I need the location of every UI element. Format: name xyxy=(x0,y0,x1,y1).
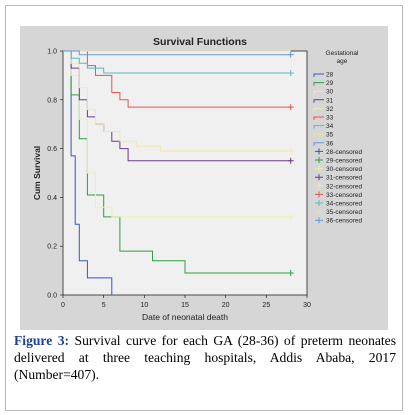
survival-chart: Survival Functions 0 5 10 15 20 25 30 0.0 0.2 0.4… xyxy=(32,36,363,322)
legend-item: 34 xyxy=(313,123,334,130)
legend-item: 33 xyxy=(313,115,334,122)
legend-label: 30 xyxy=(326,89,334,96)
censored-marker-33 xyxy=(287,104,294,111)
survival-curve-29 xyxy=(63,50,291,274)
legend-swatch xyxy=(313,73,324,77)
y-tick-label: 0.8 xyxy=(47,97,57,104)
legend-item: 35 xyxy=(313,132,334,139)
x-tick-label: 5 xyxy=(102,302,106,309)
legend-label: 35 xyxy=(326,132,334,139)
legend-swatch xyxy=(315,191,323,198)
x-tick-label: 10 xyxy=(140,302,148,309)
censored-marker-36 xyxy=(287,51,294,58)
legend-label: 32 xyxy=(326,106,334,113)
x-tick-label: 25 xyxy=(262,302,270,309)
legend-item: 31 xyxy=(313,97,334,104)
y-tick-label: 0.4 xyxy=(47,195,57,202)
legend-swatch xyxy=(315,208,323,215)
legend-item: 29 xyxy=(313,80,334,87)
legend-item: 28 xyxy=(313,72,334,79)
legend-swatch xyxy=(313,116,324,120)
figure-frame: Survival Functions 0 5 10 15 20 25 30 0.0 0.2 0.4… xyxy=(5,5,403,411)
y-tick-label: 1.0 xyxy=(47,49,57,56)
censored-marker-30 xyxy=(287,213,294,220)
legend-label: 31-censored xyxy=(326,175,363,182)
series-layer xyxy=(63,50,294,295)
legend-swatch xyxy=(313,133,324,138)
caption-label: Figure 3: xyxy=(14,333,70,348)
x-tick-label: 20 xyxy=(222,302,230,309)
censored-marker-31 xyxy=(287,157,294,164)
legend-item: 33-censored xyxy=(315,191,363,199)
chart-panel: Survival Functions 0 5 10 15 20 25 30 0.0 0.2 0.4… xyxy=(20,26,388,330)
axes: 0 5 10 15 20 25 30 0.0 0.2 0.4 0.6 0.8 1.0 xyxy=(47,49,311,310)
legend-label: 31 xyxy=(326,97,334,104)
legend-label: 32-censored xyxy=(326,183,363,190)
censored-marker-29 xyxy=(287,270,294,277)
legend-item: 29-censored xyxy=(315,157,363,165)
legend-swatch xyxy=(315,200,323,206)
legend-label: 28 xyxy=(326,72,334,79)
legend-label: 29 xyxy=(326,80,334,87)
legend-item: 30-censored xyxy=(315,165,363,173)
legend-swatch xyxy=(315,217,323,224)
legend-swatch xyxy=(315,148,323,155)
x-tick-label: 30 xyxy=(303,302,311,309)
legend-swatch xyxy=(313,82,324,86)
figure-caption: Figure 3: Survival curve for each GA (28… xyxy=(14,332,396,383)
y-tick-label: 0.6 xyxy=(47,146,57,153)
x-tick-label: 15 xyxy=(181,302,189,309)
legend-label: 33-censored xyxy=(326,192,363,199)
legend-swatch xyxy=(313,142,324,146)
legend-item: 36-censored xyxy=(315,217,363,225)
y-tick-label: 0.2 xyxy=(47,244,57,251)
y-tick-label: 0.0 xyxy=(47,293,57,300)
survival-curve-28 xyxy=(63,50,113,295)
legend-label: 33 xyxy=(326,115,334,122)
censored-marker-34 xyxy=(287,69,294,76)
legend-item: 35-censored xyxy=(315,208,363,216)
legend-item: 32-censored xyxy=(315,182,363,190)
x-tick-label: 0 xyxy=(61,302,65,309)
survival-curve-32 xyxy=(63,50,291,152)
legend-swatch xyxy=(315,182,323,189)
x-axis-label: Date of neonatal death xyxy=(142,312,228,322)
legend-title: Gestational age xyxy=(326,50,359,65)
legend-label: 30-censored xyxy=(326,166,363,173)
plot-area xyxy=(62,50,308,296)
censored-marker-32 xyxy=(287,148,294,155)
legend-swatch xyxy=(313,107,324,112)
survival-curve-36 xyxy=(63,50,291,56)
legend-item: 34-censored xyxy=(315,200,363,208)
y-axis-label: Cum Survival xyxy=(32,146,42,200)
legend-item: 31-censored xyxy=(315,174,363,182)
legend-label: 36 xyxy=(326,140,334,147)
legend-label: 36-censored xyxy=(326,218,363,225)
survival-curve-34 xyxy=(63,50,291,74)
legend-label: 29-censored xyxy=(326,158,363,165)
legend-swatch xyxy=(313,99,324,103)
chart-title: Survival Functions xyxy=(153,36,247,48)
legend-item: 30 xyxy=(313,89,334,96)
legend-item: 32 xyxy=(313,106,334,113)
legend-swatch xyxy=(315,165,323,172)
legend-swatch xyxy=(315,174,323,181)
legend-label: 35-censored xyxy=(326,209,363,216)
legend-item: 36 xyxy=(313,140,334,147)
legend-label: 34-censored xyxy=(326,201,363,208)
caption-text: Survival curve for each GA (28-36) of pr… xyxy=(14,333,396,382)
legend-item: 28-censored xyxy=(315,148,363,156)
legend-label: 34 xyxy=(326,123,334,130)
legend-swatch xyxy=(315,157,323,163)
legend-label: 28-censored xyxy=(326,149,363,156)
legend-swatch xyxy=(313,90,324,95)
legend-swatch xyxy=(313,125,324,129)
survival-curve-30 xyxy=(63,50,291,218)
